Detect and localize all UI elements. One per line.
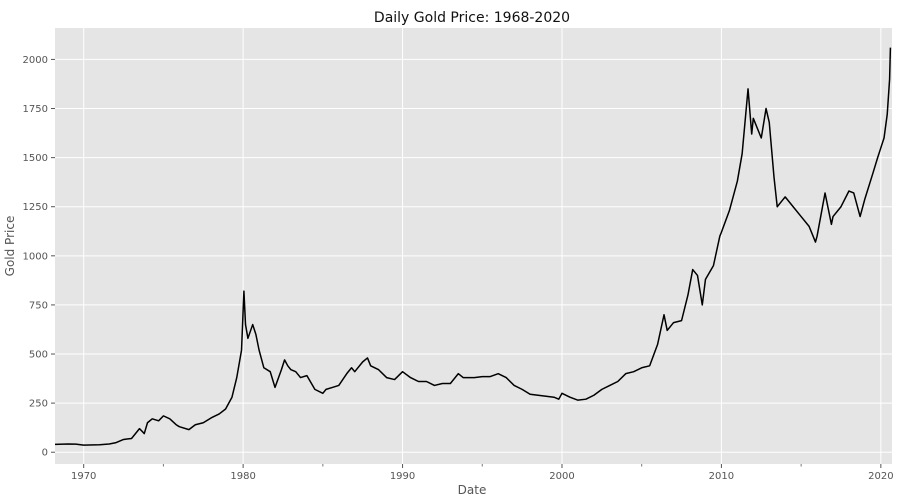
y-tick-label: 250 (29, 399, 48, 410)
chart-title: Daily Gold Price: 1968-2020 (374, 10, 570, 26)
y-tick-label: 1250 (23, 202, 48, 213)
y-tick-label: 500 (29, 350, 48, 361)
x-tick-label: 2010 (709, 471, 734, 482)
y-tick-label: 1750 (23, 104, 48, 115)
x-tick-label: 2020 (868, 471, 893, 482)
y-tick-label: 2000 (23, 55, 48, 66)
x-axis-label: Date (458, 483, 487, 497)
y-tick-label: 1000 (23, 251, 48, 262)
series-group (54, 47, 892, 446)
plot-area (55, 28, 892, 464)
x-tick-label: 2000 (549, 471, 574, 482)
y-axis-label: Gold Price (3, 216, 17, 277)
x-tick-label: 1970 (71, 471, 96, 482)
grid-lines (55, 28, 892, 464)
gold-price-series-line (54, 47, 892, 446)
y-tick-label: 0 (42, 448, 48, 459)
axis-ticks: 0 250 500 750 1000 1250 1500 1750 2000 1970 1980 19… (23, 55, 894, 482)
y-tick-label: 750 (29, 300, 48, 311)
x-tick-label: 1980 (230, 471, 255, 482)
y-tick-label: 1500 (23, 153, 48, 164)
x-tick-label: 1990 (390, 471, 415, 482)
